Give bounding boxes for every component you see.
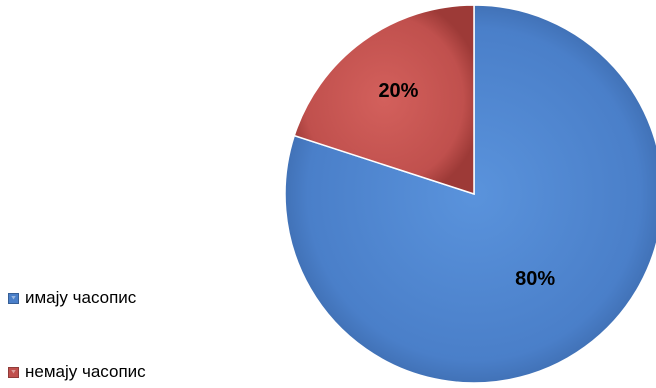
legend-item-no-magazine: немају часопис	[8, 362, 146, 382]
legend-label: имају часопис	[25, 288, 137, 307]
legend-item-has-magazine: имају часопис	[8, 288, 136, 308]
slice-label-has-magazine: 80%	[515, 268, 555, 290]
pie-slice-labels: 80% 20%	[378, 80, 555, 290]
legend-swatch-red	[8, 366, 19, 378]
legend-label: немају часопис	[25, 362, 146, 381]
slice-label-no-magazine: 20%	[378, 80, 418, 102]
pie-slices	[284, 4, 656, 384]
pie-slice-has-magazine	[284, 4, 656, 384]
legend-swatch-blue	[8, 292, 19, 304]
pie-slice-no-magazine	[293, 4, 475, 196]
